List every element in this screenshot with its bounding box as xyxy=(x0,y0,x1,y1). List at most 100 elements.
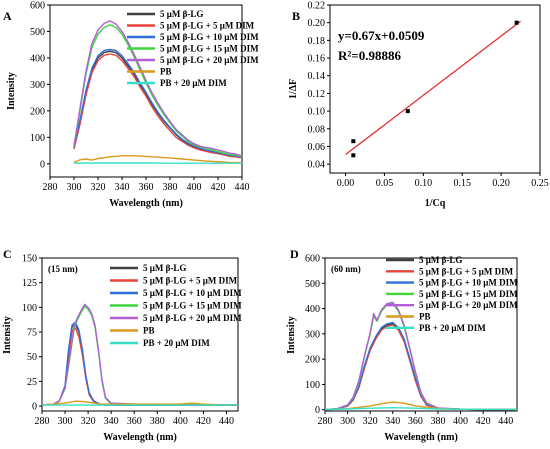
panel-b-ytick-label: 0.18 xyxy=(308,36,326,47)
panel-b-xtick-label: 0.00 xyxy=(337,178,355,189)
panel-a-xtick-label: 340 xyxy=(115,182,130,193)
panel-a-legend-label-1: 5 μM β-LG + 5 μM DIM xyxy=(160,21,255,31)
panel-b-xlabel: 1/Cq xyxy=(425,198,446,209)
panel-d-plot-frame xyxy=(324,257,518,412)
panel-b-plot-frame xyxy=(329,4,541,174)
panel-a-ylabel: Intensity xyxy=(6,72,17,110)
panel-a-legend-label-6: PB + 20 μM DIM xyxy=(160,78,227,88)
panel-a-xlabel: Wavelength (nm) xyxy=(109,198,183,209)
panel-a-ytick-label: 300 xyxy=(30,80,45,91)
panel-b-r2: R²=0.98886 xyxy=(338,48,401,63)
panel-d-xlabel: Wavelength (nm) xyxy=(384,432,458,443)
panel-b-xtick-label: 0.15 xyxy=(453,178,471,189)
panel-d-xtick-label: 440 xyxy=(498,416,513,427)
panel-a-xtick-label: 400 xyxy=(187,182,202,193)
panel-b: B 0.00 0.05 0.10 0.15 0.20 0.250.040.060.080.… xyxy=(288,1,549,210)
panel-a-series-line-2 xyxy=(73,48,243,158)
panel-a-xtick-label: 300 xyxy=(67,182,82,193)
panel-a-ytick-label: 600 xyxy=(30,1,45,12)
panel-a-series-line-1 xyxy=(73,53,243,159)
panel-d-xtick-label: 380 xyxy=(430,416,445,427)
panel-d-xtick-label: 300 xyxy=(340,416,355,427)
panel-b-ytick-label: 0.20 xyxy=(308,18,326,29)
panel-d-annotation: (60 nm) xyxy=(331,264,361,274)
panel-c-legend-label-6: PB + 20 μM DIM xyxy=(143,338,210,348)
panel-d-ytick-label: 300 xyxy=(305,329,320,340)
panel-b-data-point-2 xyxy=(405,109,410,114)
panel-c-ytick-label: 100 xyxy=(22,303,37,314)
panel-letter-c: C xyxy=(3,247,12,261)
panel-a-legend-label-2: 5 μM β-LG + 10 μM DIM xyxy=(160,32,259,42)
panel-c-xtick-label: 360 xyxy=(127,416,142,427)
panel-a-xtick-label: 440 xyxy=(235,182,250,193)
panel-a-series xyxy=(73,20,243,164)
panel-a-legend-label-0: 5 μM β-LG xyxy=(160,9,203,19)
panel-c-xtick-label: 320 xyxy=(81,416,96,427)
panel-d-xtick-label: 360 xyxy=(408,416,423,427)
panel-letter-b: B xyxy=(292,9,300,23)
panel-a-series-line-4 xyxy=(73,20,243,157)
panel-c-xtick-label: 420 xyxy=(196,416,211,427)
panel-a-legend-label-4: 5 μM β-LG + 20 μM DIM xyxy=(160,55,259,65)
panel-b-series xyxy=(345,20,521,158)
panel-b-ytick-label: 0.06 xyxy=(308,142,326,153)
panel-b-ytick-label: 0.10 xyxy=(308,107,326,118)
panel-d-legend-label-0: 5 μM β-LG xyxy=(419,255,462,265)
panel-d-legend-label-3: 5 μM β-LG + 15 μM DIM xyxy=(419,289,518,299)
panel-a-xtick-label: 420 xyxy=(211,182,226,193)
panel-d-ticks: 280 300 320 340 360 380 400 420 440 0 100 200 300 400… xyxy=(305,254,513,428)
panel-d-xtick-label: 320 xyxy=(363,416,378,427)
panel-c-ytick-label: 125 xyxy=(22,278,37,289)
panel-d-ytick-label: 0 xyxy=(315,405,320,416)
panel-a: A 280 300 320 340 360 380 400 420 440 0 100 200 300 4… xyxy=(3,1,259,210)
panel-b-data-point-3 xyxy=(514,20,519,25)
panel-d-xtick-label: 400 xyxy=(453,416,468,427)
panel-c-series xyxy=(41,303,238,406)
panel-b-data-point-1 xyxy=(351,139,356,144)
panel-d-legend-label-2: 5 μM β-LG + 10 μM DIM xyxy=(419,278,518,288)
panel-b-xtick-label: 0.05 xyxy=(376,178,394,189)
panel-d-legend-label-4: 5 μM β-LG + 20 μM DIM xyxy=(419,300,518,310)
panel-c-xtick-label: 300 xyxy=(58,416,73,427)
panel-c-ytick-label: 50 xyxy=(27,352,37,363)
panel-d-xtick-label: 340 xyxy=(385,416,400,427)
panel-b-xtick-label: 0.20 xyxy=(492,178,510,189)
panel-c-xtick-label: 400 xyxy=(173,416,188,427)
panel-c-legend-label-1: 5 μM β-LG + 5 μM DIM xyxy=(143,276,238,286)
panel-c-xlabel: Wavelength (nm) xyxy=(103,432,177,443)
panel-d-legend-label-5: PB xyxy=(419,312,431,322)
panel-a-series-line-5 xyxy=(73,155,243,164)
panel-b-ytick-label: 0.16 xyxy=(308,54,326,65)
panel-c-ylabel: Intensity xyxy=(2,316,13,354)
panel-c: C 280 300 320 340 360 380 400 420 440 0 25 50 75 100 1… xyxy=(2,247,242,443)
panel-d-xtick-label: 280 xyxy=(318,416,333,427)
panel-b-ytick-label: 0.12 xyxy=(308,89,326,100)
panel-c-xtick-label: 340 xyxy=(104,416,119,427)
panel-c-legend: 5 μM β-LG 5 μM β-LG + 5 μM DIM 5 μM β-LG +… xyxy=(110,263,242,348)
panel-b-ytick-label: 0.04 xyxy=(308,160,326,171)
panel-d-legend-label-6: PB + 20 μM DIM xyxy=(419,323,486,333)
panel-c-xtick-label: 380 xyxy=(150,416,165,427)
panel-d-ylabel: Intensity xyxy=(286,316,297,354)
panel-d-ytick-label: 200 xyxy=(305,355,320,366)
panel-a-xtick-label: 360 xyxy=(139,182,154,193)
panel-d-legend-label-1: 5 μM β-LG + 5 μM DIM xyxy=(419,266,514,276)
panel-a-ytick-label: 400 xyxy=(30,53,45,64)
panel-c-ytick-label: 0 xyxy=(32,402,37,413)
panel-c-legend-label-0: 5 μM β-LG xyxy=(143,263,186,273)
panel-a-legend-label-3: 5 μM β-LG + 15 μM DIM xyxy=(160,44,259,54)
panel-c-legend-label-5: PB xyxy=(143,326,155,336)
panel-c-xtick-label: 280 xyxy=(35,416,50,427)
panel-b-ticks: 0.00 0.05 0.10 0.15 0.20 0.25 0.04 0.06 0.08 0.10… xyxy=(308,1,549,190)
panel-a-ytick-label: 0 xyxy=(40,159,45,170)
panel-letter-d: D xyxy=(290,247,299,261)
panel-a-ytick-label: 100 xyxy=(30,133,45,144)
panel-c-annotation: (15 nm) xyxy=(48,264,78,274)
panel-b-ylabel: 1/ΔF xyxy=(288,79,299,99)
panel-d: D 280 300 320 340 360 380 400 420 440 0 100 200 300 4… xyxy=(286,247,518,443)
panel-a-legend-label-5: PB xyxy=(160,67,172,77)
panel-c-ytick-label: 25 xyxy=(27,377,37,388)
panel-d-legend: 5 μM β-LG5 μM β-LG + 5 μM DIM 5 μM β-LG +… xyxy=(386,255,518,333)
